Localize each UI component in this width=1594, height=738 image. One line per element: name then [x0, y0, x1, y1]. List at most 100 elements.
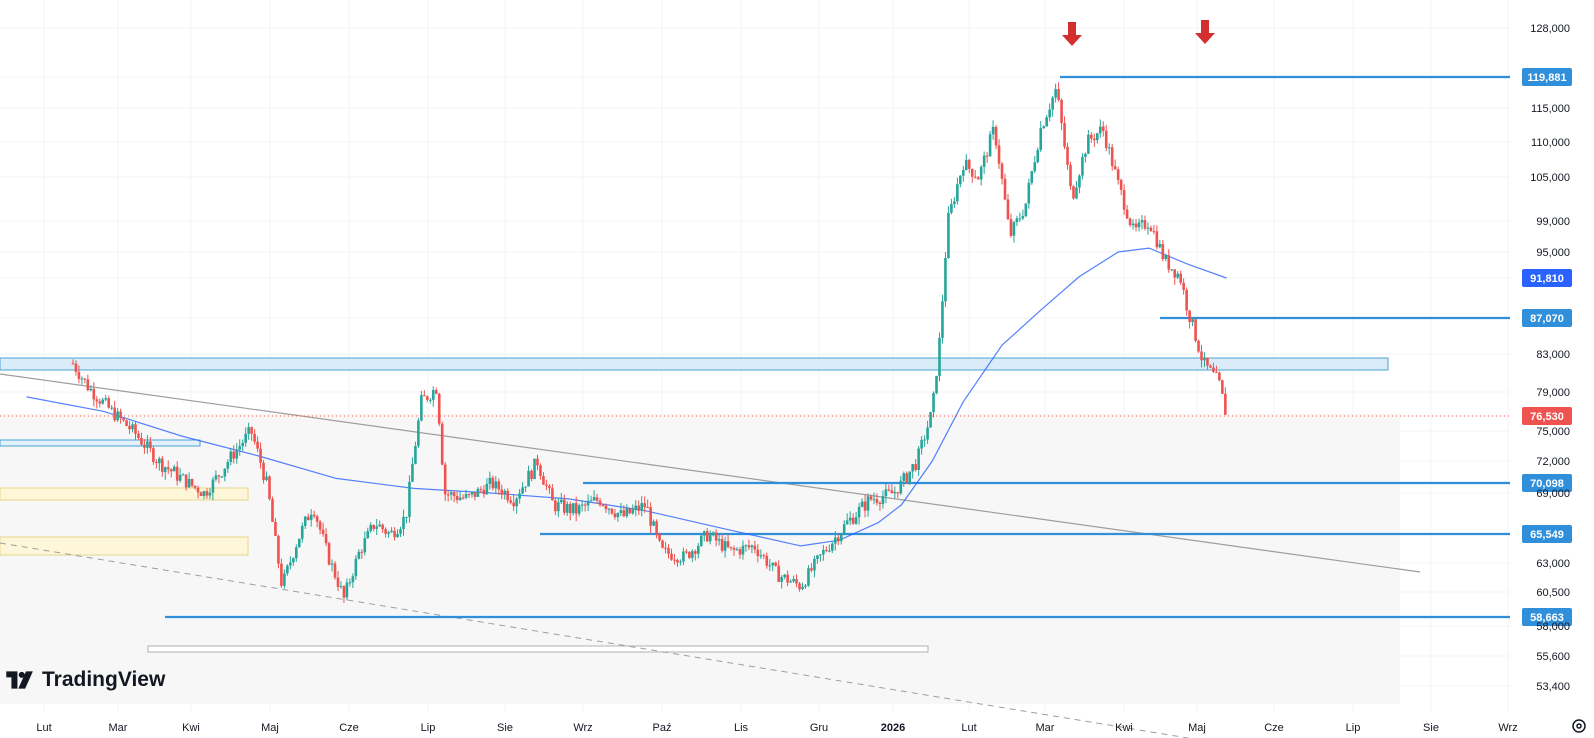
candle-up	[110, 407, 113, 409]
candle-down	[125, 420, 128, 426]
candle-up	[872, 499, 876, 501]
candle-down	[83, 378, 87, 380]
candle-up	[1018, 218, 1022, 220]
candle-down	[393, 530, 396, 538]
candle-up	[586, 500, 590, 506]
candle-up	[953, 201, 956, 205]
x-tick-label: Lip	[421, 722, 436, 734]
candle-down	[646, 507, 649, 509]
candle-down	[536, 458, 539, 466]
candle-down	[568, 503, 572, 514]
candle-down	[720, 539, 724, 551]
settings-gear-icon[interactable]	[1570, 717, 1588, 735]
candle-up	[702, 531, 706, 536]
candle-up	[89, 388, 93, 391]
candle-down	[729, 546, 733, 549]
candle-down	[976, 177, 980, 180]
candle-up	[1039, 128, 1043, 150]
candle-up	[214, 475, 218, 480]
candle-down	[128, 425, 131, 430]
candle-down	[86, 379, 90, 391]
candle-up	[131, 424, 134, 430]
candle-up	[744, 545, 748, 547]
candle-up	[420, 395, 423, 421]
candle-up	[557, 502, 560, 512]
candle-down	[327, 543, 331, 565]
candle-down	[554, 500, 557, 512]
price-tag	[1522, 407, 1572, 425]
candle-up	[771, 562, 775, 566]
candle-up	[964, 159, 968, 171]
price-tag-label: 91,810	[1530, 273, 1564, 285]
candle-up	[911, 464, 914, 472]
price-tag-label: 119,881	[1527, 72, 1566, 84]
x-tick-label: Mar	[1036, 722, 1055, 734]
candle-up	[411, 463, 414, 482]
candle-up	[428, 399, 432, 401]
y-tick-label: 128,000	[1530, 23, 1570, 35]
x-tick-label: Mar	[109, 722, 128, 734]
candle-down	[601, 504, 605, 506]
candle-up	[476, 488, 480, 497]
grey-range-zone	[0, 414, 1400, 704]
candle-down	[673, 559, 676, 561]
x-tick-label: Lip	[1346, 722, 1361, 734]
candle-up	[625, 508, 629, 517]
candle-up	[807, 568, 810, 586]
candle-down	[1090, 134, 1093, 139]
candle-up	[926, 427, 929, 440]
candle-down	[113, 407, 116, 421]
y-tick-label: 79,000	[1536, 387, 1570, 399]
candle-up	[1027, 182, 1031, 204]
candle-down	[836, 537, 840, 542]
candle-up	[735, 549, 739, 551]
price-tag	[1522, 608, 1572, 626]
candle-down	[152, 448, 155, 463]
candle-up	[1170, 269, 1174, 271]
candle-down	[271, 498, 274, 522]
candle-up	[1164, 255, 1168, 260]
candle-down	[1093, 138, 1096, 141]
candle-up	[515, 498, 518, 507]
candle-down	[890, 490, 894, 494]
candle-up	[1030, 171, 1034, 183]
candle-up	[780, 577, 783, 582]
candle-up	[414, 446, 417, 464]
candle-up	[1191, 319, 1194, 323]
candle-down	[967, 159, 971, 169]
y-tick-label: 105,000	[1530, 172, 1570, 184]
candle-down	[473, 492, 477, 497]
candle-up	[1096, 133, 1099, 141]
y-tick-label: 53,400	[1536, 681, 1570, 693]
candle-up	[717, 539, 721, 541]
y-axis: 128,000 119,881 115,000 110,000 105,000 99,00…	[1522, 23, 1572, 693]
candle-down	[1173, 269, 1177, 278]
candle-up	[330, 563, 334, 565]
candle-up	[357, 551, 361, 559]
candle-up	[634, 505, 638, 510]
candle-up	[1024, 203, 1028, 217]
x-tick-label: Wrz	[1498, 722, 1517, 734]
candle-down	[795, 578, 798, 584]
candle-down	[482, 489, 486, 495]
candle-up	[309, 514, 313, 521]
candle-down	[1179, 273, 1182, 283]
candle-up	[178, 474, 182, 481]
candle-up	[533, 458, 536, 479]
candle-up	[959, 175, 962, 185]
candle-up	[300, 525, 304, 539]
blue-zone-left	[0, 439, 201, 447]
candle-down	[280, 563, 283, 586]
candle-up	[988, 134, 992, 157]
candle-down	[753, 545, 757, 550]
candle-down	[253, 433, 256, 442]
candle-down	[985, 155, 989, 157]
candle-down	[676, 559, 679, 563]
arrow-down-icon	[1062, 22, 1082, 46]
candle-down	[1003, 178, 1007, 200]
candle-up	[792, 578, 795, 582]
candle-down	[196, 487, 200, 493]
candle-down	[166, 467, 170, 470]
x-tick-label: 2026	[881, 722, 905, 734]
